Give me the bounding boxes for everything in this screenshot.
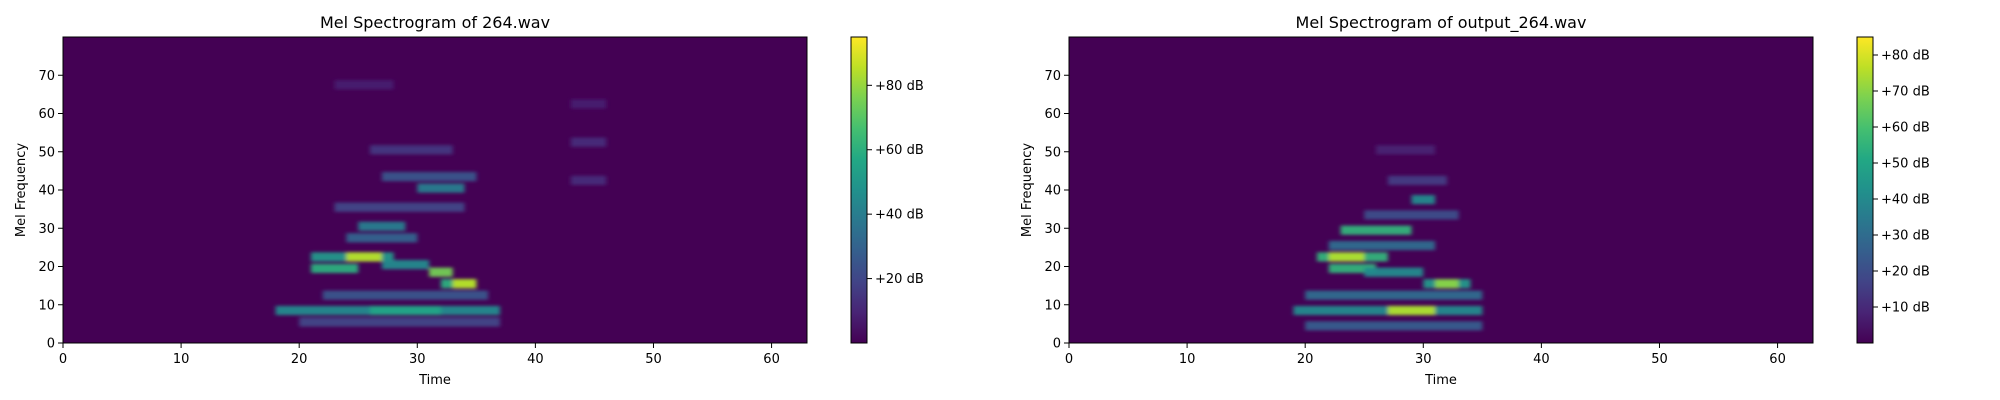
chart-title: Mel Spectrogram of 264.wav xyxy=(320,13,550,32)
heatmap-band xyxy=(429,267,453,277)
colorbar-tick-label: +80 dB xyxy=(1881,49,1930,64)
y-tick-label: 0 xyxy=(47,337,55,352)
colorbar-tick-label: +70 dB xyxy=(1881,85,1930,100)
colorbar-gradient xyxy=(850,36,868,344)
heatmap-band xyxy=(370,145,453,155)
y-tick-label: 70 xyxy=(38,69,55,84)
colorbar-tick-label: +20 dB xyxy=(1881,265,1930,280)
colorbar-tick-label: +10 dB xyxy=(1881,301,1930,316)
heatmap-band xyxy=(334,202,465,212)
chart-title: Mel Spectrogram of output_264.wav xyxy=(1296,13,1587,33)
colorbar-ticks: +20 dB +40 dB +60 dB +80 dB xyxy=(867,79,924,287)
chart-panel-2: Mel Spectrogram of output_264.wav 0 10 20 3… xyxy=(1020,13,1930,388)
heatmap-band xyxy=(570,99,607,109)
x-tick-label: 30 xyxy=(409,352,426,367)
x-tick-label: 60 xyxy=(763,352,780,367)
y-axis: 0 10 20 30 40 50 60 70 xyxy=(38,69,63,352)
heatmap-area xyxy=(62,36,808,344)
heatmap-band xyxy=(1305,290,1483,300)
heatmap-area xyxy=(1068,36,1814,344)
colorbar-ticks: +10 dB +20 dB +30 dB +40 dB +50 dB +60 dB +70 … xyxy=(1873,49,1930,316)
colorbar-tick-label: +60 dB xyxy=(875,143,924,158)
colorbar-gradient xyxy=(1856,36,1874,344)
y-tick-label: 30 xyxy=(1044,222,1061,237)
heatmap-band xyxy=(417,183,465,193)
heatmap-band xyxy=(1305,321,1483,331)
x-tick-label: 30 xyxy=(1415,352,1432,367)
y-tick-label: 10 xyxy=(38,298,55,313)
x-tick-label: 20 xyxy=(1297,352,1314,367)
x-tick-label: 10 xyxy=(173,352,190,367)
heatmap-band xyxy=(452,279,477,289)
colorbar-tick-label: +40 dB xyxy=(875,208,924,223)
y-tick-label: 30 xyxy=(38,222,55,237)
colorbar-tick-label: +20 dB xyxy=(875,272,924,287)
colorbar-tick-label: +60 dB xyxy=(1881,121,1930,136)
colorbar-tick-label: +30 dB xyxy=(1881,229,1930,244)
y-tick-label: 70 xyxy=(1044,69,1061,84)
x-tick-label: 60 xyxy=(1769,352,1786,367)
heatmap-band xyxy=(1435,279,1459,289)
y-tick-label: 40 xyxy=(1044,184,1061,199)
heatmap-marks xyxy=(1293,145,1483,331)
heatmap-band xyxy=(381,260,430,270)
heatmap-band xyxy=(1340,225,1412,235)
heatmap-band xyxy=(1364,210,1459,220)
x-axis: 0 10 20 30 40 50 60 xyxy=(59,343,780,367)
y-tick-label: 20 xyxy=(38,260,55,275)
heatmap-band xyxy=(1387,305,1436,316)
heatmap-band xyxy=(311,263,359,273)
heatmap-band xyxy=(570,175,607,185)
chart-panel-1: Mel Spectrogram of 264.wav 0 10 20 30 40 50 60… xyxy=(14,13,924,388)
heatmap-band xyxy=(346,252,382,262)
colorbar: +20 dB +40 dB +60 dB +80 dB xyxy=(850,36,924,344)
heatmap-band xyxy=(334,80,394,90)
y-axis: 0 10 20 30 40 50 60 70 xyxy=(1044,69,1069,352)
colorbar-tick-label: +80 dB xyxy=(875,79,924,94)
heatmap-band xyxy=(1328,252,1365,262)
heatmap-band xyxy=(1364,267,1424,277)
y-tick-label: 40 xyxy=(38,184,55,199)
x-tick-label: 50 xyxy=(645,352,662,367)
x-tick-label: 20 xyxy=(291,352,308,367)
heatmap-band xyxy=(370,305,441,316)
heatmap-band xyxy=(570,137,607,147)
colorbar: +10 dB +20 dB +30 dB +40 dB +50 dB +60 dB +70 … xyxy=(1856,36,1930,344)
heatmap-band xyxy=(1411,195,1436,205)
heatmap-band xyxy=(381,172,477,182)
y-axis-label: Mel Frequency xyxy=(14,143,29,237)
x-axis-label: Time xyxy=(1424,373,1457,388)
y-axis-label: Mel Frequency xyxy=(1020,143,1035,237)
heatmap-band xyxy=(358,221,406,231)
x-axis-label: Time xyxy=(418,373,451,388)
heatmap-marks xyxy=(275,80,607,327)
colorbar-tick-label: +50 dB xyxy=(1881,157,1930,172)
heatmap-band xyxy=(1328,240,1436,251)
heatmap-band xyxy=(346,233,418,243)
heatmap-band xyxy=(1376,145,1435,155)
y-tick-label: 60 xyxy=(38,107,55,122)
x-tick-label: 40 xyxy=(527,352,544,367)
heatmap-band xyxy=(1387,175,1447,185)
x-tick-label: 0 xyxy=(1065,352,1073,367)
y-tick-label: 20 xyxy=(1044,260,1061,275)
colorbar-tick-label: +40 dB xyxy=(1881,193,1930,208)
y-tick-label: 0 xyxy=(1053,337,1061,352)
x-tick-label: 0 xyxy=(59,352,67,367)
y-tick-label: 10 xyxy=(1044,298,1061,313)
y-tick-label: 50 xyxy=(38,145,55,160)
x-tick-label: 10 xyxy=(1179,352,1196,367)
heatmap-band xyxy=(322,290,489,300)
x-axis: 0 10 20 30 40 50 60 xyxy=(1065,343,1786,367)
x-tick-label: 40 xyxy=(1533,352,1550,367)
heatmap-band xyxy=(299,317,500,327)
heatmap-band xyxy=(1328,263,1376,273)
y-tick-label: 60 xyxy=(1044,107,1061,122)
x-tick-label: 50 xyxy=(1651,352,1668,367)
y-tick-label: 50 xyxy=(1044,145,1061,160)
